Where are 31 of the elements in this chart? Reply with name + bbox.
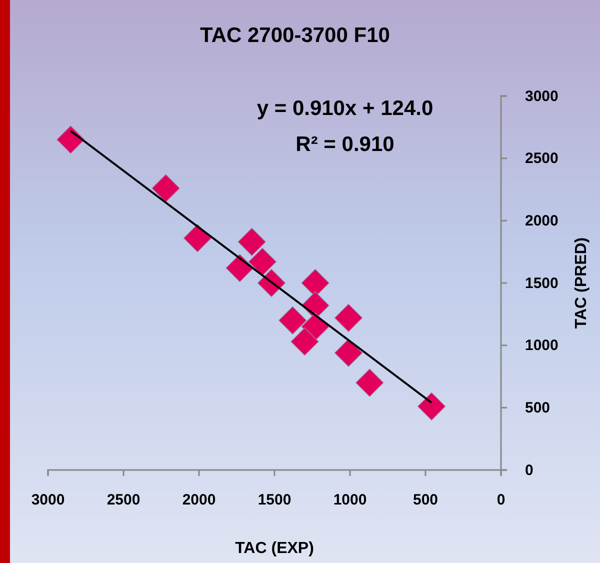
point: [226, 254, 254, 282]
y-tick-label: 0: [525, 462, 534, 479]
annotation: y = 0.910x + 124.0: [256, 97, 434, 120]
chart-title: TAC 2700-3700 F10: [200, 24, 390, 47]
point: [248, 248, 277, 276]
y-tick-label: 1500: [525, 274, 558, 292]
point: [334, 304, 363, 332]
y-tick-label: 2500: [525, 150, 558, 168]
x-tick-label: 1500: [258, 492, 292, 509]
point: [290, 328, 319, 356]
y-tick-label: 3000: [525, 88, 558, 105]
x-tick-label: 3000: [31, 492, 65, 509]
point: [152, 174, 180, 202]
y-tick-label: 500: [525, 399, 550, 416]
x-tick-label: 2500: [106, 492, 140, 509]
point: [56, 126, 85, 154]
x-axis-title: TAC (EXP): [235, 540, 314, 557]
annotation: R² = 0.910: [296, 133, 394, 156]
point: [334, 338, 363, 367]
point: [238, 228, 266, 256]
point: [278, 306, 307, 334]
point: [417, 392, 446, 421]
y-tick-label: 1000: [525, 337, 558, 354]
x-tick-label: 2000: [182, 492, 216, 509]
y-tick-label: 2000: [525, 212, 558, 230]
y-axis-title: TAC (PRED): [573, 237, 590, 329]
x-tick-label: 1000: [333, 492, 367, 509]
x-tick-label: 0: [496, 492, 506, 509]
x-tick-label: 500: [412, 492, 438, 509]
point: [356, 368, 384, 397]
point: [183, 224, 212, 252]
